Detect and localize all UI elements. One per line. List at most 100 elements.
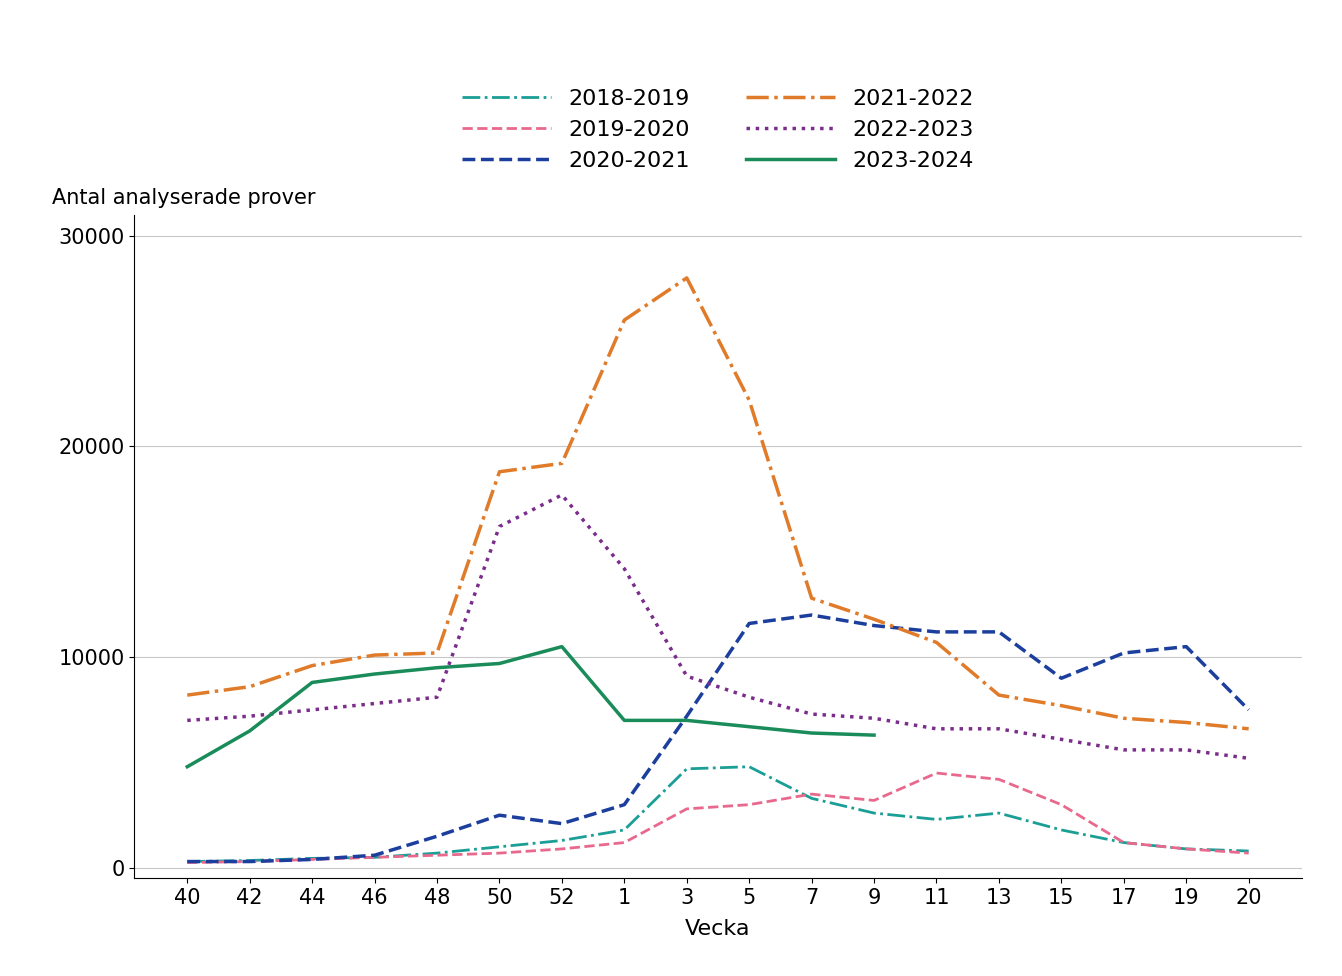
2019-2020 <box>990 774 1006 786</box>
2019-2020 <box>305 854 321 866</box>
2020-2021 <box>1053 672 1070 684</box>
2021-2022 <box>1053 700 1070 712</box>
2023-2024 <box>616 714 632 726</box>
2020-2021 <box>990 626 1006 637</box>
2020-2021 <box>429 831 446 842</box>
2018-2019 <box>616 824 632 835</box>
2023-2024 <box>679 714 695 726</box>
2022-2023 <box>1053 734 1070 746</box>
2021-2022 <box>929 636 945 648</box>
2022-2023 <box>554 489 570 501</box>
2018-2019 <box>1115 836 1131 848</box>
2020-2021 <box>616 798 632 810</box>
2021-2022 <box>242 681 258 693</box>
2019-2020 <box>804 789 820 800</box>
2019-2020 <box>429 849 446 861</box>
2023-2024 <box>804 727 820 739</box>
2019-2020 <box>679 803 695 815</box>
2022-2023 <box>990 723 1006 735</box>
2021-2022 <box>554 458 570 469</box>
2019-2020 <box>741 798 757 810</box>
Line: 2021-2022: 2021-2022 <box>188 278 1248 729</box>
Line: 2022-2023: 2022-2023 <box>188 495 1248 758</box>
2021-2022 <box>1240 723 1256 735</box>
2022-2023 <box>866 712 882 724</box>
2022-2023 <box>679 671 695 682</box>
2021-2022 <box>305 660 321 671</box>
2018-2019 <box>429 847 446 859</box>
2019-2020 <box>1115 836 1131 848</box>
2018-2019 <box>679 763 695 775</box>
2023-2024 <box>366 669 382 680</box>
Text: Antal analyserade prover: Antal analyserade prover <box>52 188 315 208</box>
2021-2022 <box>990 689 1006 701</box>
2019-2020 <box>929 767 945 779</box>
2020-2021 <box>366 849 382 861</box>
X-axis label: Vecka: Vecka <box>686 919 750 939</box>
2021-2022 <box>366 649 382 661</box>
2020-2021 <box>1240 704 1256 715</box>
Line: 2019-2020: 2019-2020 <box>188 773 1248 863</box>
2021-2022 <box>1178 716 1194 728</box>
2020-2021 <box>679 711 695 722</box>
2018-2019 <box>866 807 882 819</box>
2019-2020 <box>366 851 382 863</box>
2018-2019 <box>554 834 570 846</box>
2022-2023 <box>804 709 820 720</box>
2018-2019 <box>804 793 820 804</box>
2018-2019 <box>990 807 1006 819</box>
2023-2024 <box>180 761 196 773</box>
2019-2020 <box>180 857 196 869</box>
2021-2022 <box>679 272 695 284</box>
2021-2022 <box>491 466 507 477</box>
2018-2019 <box>242 855 258 867</box>
2020-2021 <box>741 618 757 630</box>
2020-2021 <box>866 620 882 631</box>
2020-2021 <box>1115 647 1131 659</box>
2021-2022 <box>429 647 446 659</box>
2019-2020 <box>1178 843 1194 855</box>
2018-2019 <box>491 841 507 853</box>
2022-2023 <box>1240 752 1256 764</box>
2023-2024 <box>429 662 446 673</box>
Line: 2018-2019: 2018-2019 <box>188 767 1248 862</box>
2019-2020 <box>491 847 507 859</box>
2020-2021 <box>305 854 321 866</box>
2022-2023 <box>616 563 632 575</box>
2019-2020 <box>242 856 258 868</box>
2023-2024 <box>491 658 507 670</box>
2018-2019 <box>366 851 382 863</box>
2018-2019 <box>1240 845 1256 857</box>
2018-2019 <box>1053 824 1070 835</box>
2021-2022 <box>616 314 632 326</box>
2023-2024 <box>554 641 570 653</box>
2020-2021 <box>1178 641 1194 653</box>
2020-2021 <box>242 856 258 868</box>
2021-2022 <box>866 613 882 625</box>
2022-2023 <box>1115 744 1131 755</box>
2018-2019 <box>1178 843 1194 855</box>
2022-2023 <box>929 723 945 735</box>
2021-2022 <box>180 689 196 701</box>
2022-2023 <box>242 711 258 722</box>
2023-2024 <box>305 676 321 688</box>
2022-2023 <box>305 704 321 715</box>
2018-2019 <box>305 852 321 864</box>
2019-2020 <box>554 843 570 855</box>
2019-2020 <box>1053 798 1070 810</box>
Legend: 2018-2019, 2019-2020, 2020-2021, 2021-2022, 2022-2023, 2023-2024: 2018-2019, 2019-2020, 2020-2021, 2021-20… <box>454 80 982 180</box>
2022-2023 <box>180 714 196 726</box>
2021-2022 <box>804 592 820 604</box>
2023-2024 <box>866 729 882 741</box>
2020-2021 <box>180 856 196 868</box>
2019-2020 <box>616 836 632 848</box>
2020-2021 <box>929 626 945 637</box>
2022-2023 <box>491 520 507 532</box>
2021-2022 <box>741 394 757 406</box>
2020-2021 <box>554 818 570 830</box>
2021-2022 <box>1115 712 1131 724</box>
2022-2023 <box>429 691 446 703</box>
2022-2023 <box>1178 744 1194 755</box>
2018-2019 <box>929 814 945 826</box>
2022-2023 <box>366 698 382 710</box>
